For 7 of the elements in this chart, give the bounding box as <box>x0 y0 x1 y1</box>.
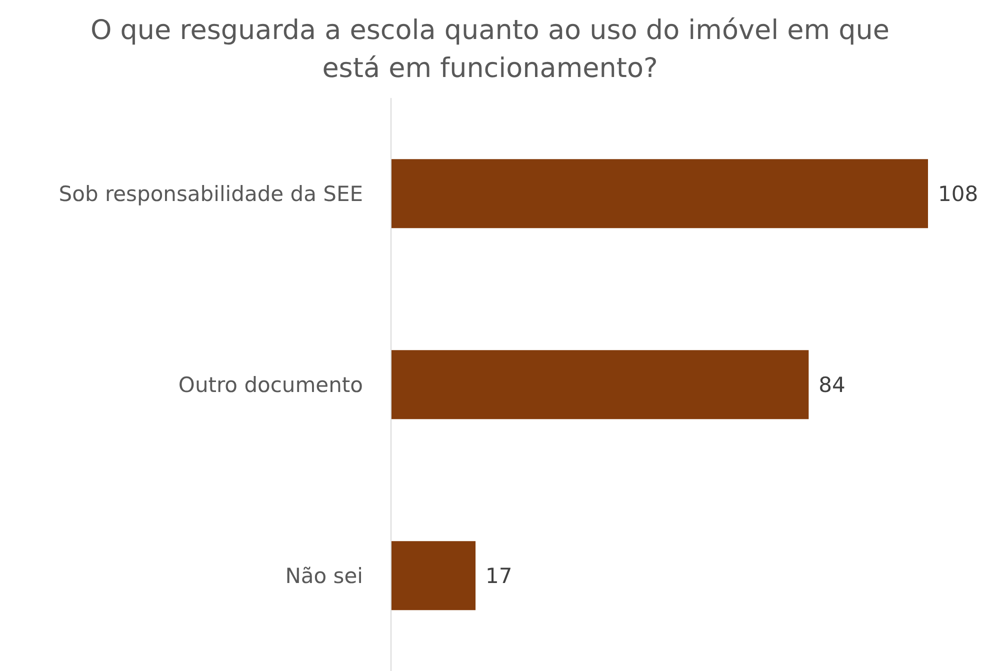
chart-title: O que resguarda a escola quanto ao uso do imóvel em que está em funcionamento? <box>90 14 890 86</box>
y-tick-label: Outro documento <box>178 372 363 397</box>
data-label: 17 <box>486 564 512 588</box>
data-label: 108 <box>938 182 978 206</box>
data-label: 84 <box>818 373 846 398</box>
y-tick-label: Não sei <box>285 564 363 588</box>
y-tick-label: Sob responsabilidade da SEE <box>58 182 363 206</box>
